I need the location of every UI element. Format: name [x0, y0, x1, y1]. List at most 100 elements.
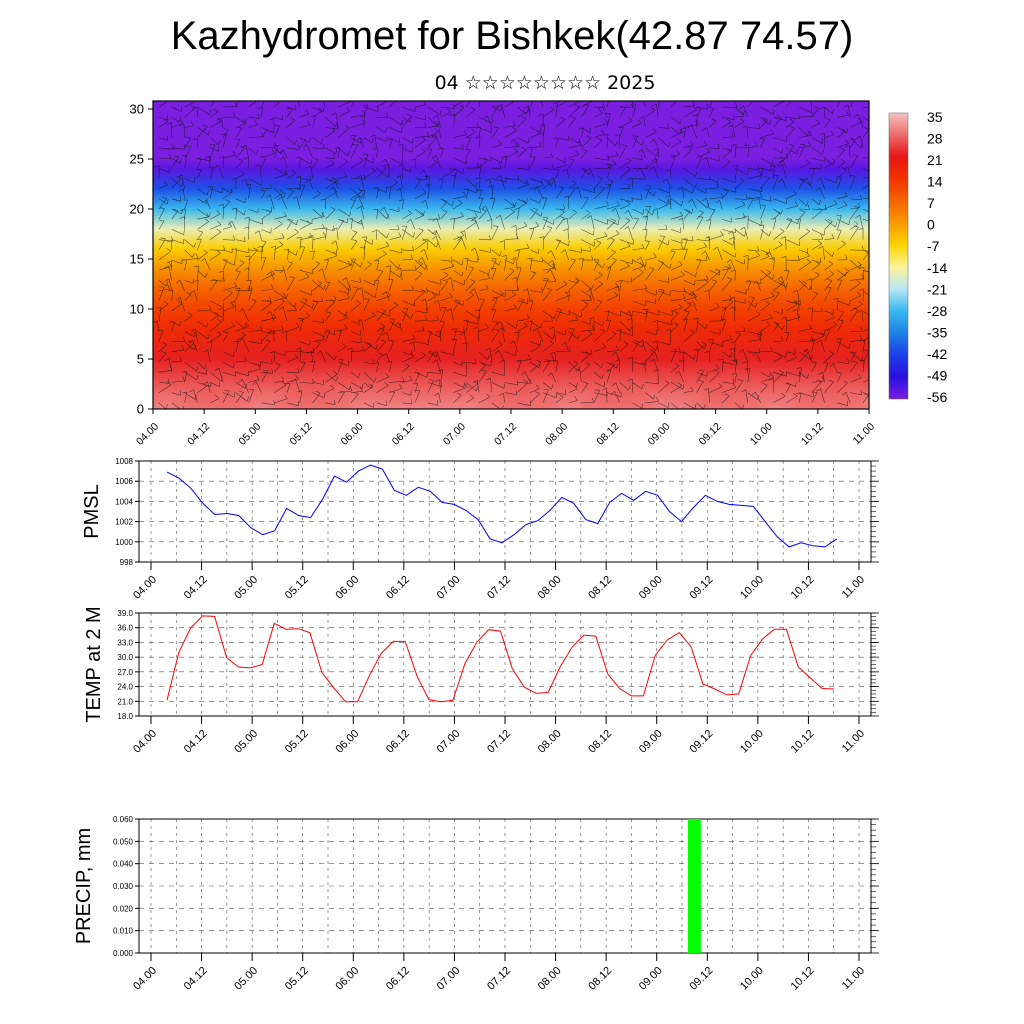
wind-barb-field [153, 101, 869, 409]
colorbar-label: 0 [927, 217, 935, 233]
ytick-label: 0.060 [113, 815, 134, 824]
ytick-label: 27.0 [117, 668, 133, 677]
xtick-label: 10.12 [789, 965, 817, 993]
xtick-label: 05.00 [232, 965, 260, 993]
xtick-label: 09.00 [637, 728, 665, 756]
xtick-label: 05.00 [232, 728, 260, 756]
wind-barbs [153, 101, 869, 409]
ytick-label: 21.0 [117, 697, 133, 706]
page-subtitle: 04 ☆☆☆☆☆☆☆☆ 2025 [434, 72, 656, 94]
cross-section-panel: 0 5 10 15 20 25 30 04.00 04.12 05.00 05.12 06.00 06.… [130, 100, 877, 448]
colorbar-label: -14 [927, 260, 947, 276]
cs-xtick-label: 05.12 [287, 421, 314, 448]
ytick-label: 998 [120, 558, 134, 567]
colorbar-label: -21 [927, 281, 947, 297]
xtick-label: 07.12 [485, 728, 513, 756]
xtick-label: 08.12 [586, 574, 614, 602]
xtick-label: 09.12 [687, 965, 715, 993]
xtick-label: 06.00 [333, 574, 361, 602]
cs-ytick-label: 20 [130, 202, 144, 217]
xtick-label: 08.00 [536, 728, 564, 756]
xtick-label: 06.12 [384, 965, 412, 993]
ylabel: PMSL [81, 484, 103, 538]
xtick-label: 09.12 [687, 574, 715, 602]
colorbar-label: -35 [927, 324, 947, 340]
warm-cell [677, 347, 774, 409]
ytick-label: 0.020 [113, 904, 134, 913]
ytick-label: 0.010 [113, 927, 134, 936]
cs-ytick-label: 15 [130, 252, 144, 267]
cs-xtick-label: 06.12 [390, 421, 417, 448]
colorbar-label: -56 [927, 389, 947, 405]
ytick-label: 1000 [115, 538, 133, 547]
temp-line [166, 615, 835, 703]
xtick-label: 06.12 [384, 574, 412, 602]
xtick-label: 09.00 [637, 965, 665, 993]
xtick-label: 10.00 [738, 965, 766, 993]
colorbar-label: -49 [927, 367, 947, 383]
colorbar-label: -42 [927, 346, 947, 362]
page-title: Kazhydromet for Bishkek(42.87 74.57) [170, 14, 854, 58]
colorbar-label: 35 [927, 109, 943, 125]
xtick-label: 09.12 [687, 728, 715, 756]
cs-xtick-label: 08.12 [594, 421, 621, 448]
xtick-label: 06.00 [333, 965, 361, 993]
warm-cell [470, 347, 567, 409]
cs-xtick-label: 07.00 [441, 421, 468, 448]
ytick-label: 1002 [115, 518, 133, 527]
cs-xtick-label: 09.12 [697, 421, 724, 448]
xtick-label: 06.00 [333, 728, 361, 756]
xtick-label: 05.00 [232, 574, 260, 602]
xtick-label: 07.12 [485, 965, 513, 993]
ytick-label: 0.000 [113, 949, 134, 958]
cs-ytick-label: 0 [137, 402, 144, 417]
xtick-label: 08.00 [536, 574, 564, 602]
xtick-label: 10.00 [738, 574, 766, 602]
warm-cell [163, 347, 260, 409]
temp-panel: 39.0 36.0 33.0 30.0 27.0 24.0 21.0 18.0 04.00 04.… [83, 606, 879, 756]
xtick-label: 05.12 [283, 574, 311, 602]
cs-ytick-label: 5 [137, 352, 144, 367]
cs-xtick-label: 08.00 [543, 421, 570, 448]
colorbar: 35 28 21 14 7 0 -7 -14 -21 -28 -35 -42 -49 -56 [888, 109, 947, 405]
xtick-label: 10.12 [789, 728, 817, 756]
cs-ytick-label: 10 [130, 302, 144, 317]
precip-panel: 0.060 0.050 0.040 0.030 0.020 0.010 0.000 04.00… [73, 815, 879, 993]
xtick-label: 11.00 [840, 728, 867, 755]
xtick-label: 10.00 [738, 728, 766, 756]
cs-xtick-label: 10.12 [799, 421, 826, 448]
cs-xtick-label: 04.12 [185, 421, 212, 448]
cs-xtick-label: 04.00 [134, 421, 161, 448]
pmsl-line [166, 464, 838, 548]
xtick-label: 07.12 [485, 574, 513, 602]
colorbar-label: 21 [927, 152, 943, 168]
ytick-label: 0.030 [113, 882, 134, 891]
colorbar-label: -28 [927, 303, 947, 319]
precip-bar [687, 819, 701, 953]
colorbar-label: 14 [927, 174, 943, 190]
colorbar-label: -7 [927, 238, 940, 254]
warm-surface-cells [163, 347, 869, 409]
colorbar-label: 28 [927, 131, 943, 147]
cs-xtick-label: 09.00 [645, 421, 672, 448]
xtick-label: 07.00 [435, 574, 463, 602]
xtick-label: 04.12 [182, 574, 210, 602]
ytick-label: 36.0 [117, 624, 133, 633]
ytick-label: 30.0 [117, 653, 133, 662]
xtick-label: 05.12 [283, 728, 311, 756]
ytick-label: 24.0 [117, 683, 133, 692]
ylabel: PRECIP, mm [73, 828, 95, 944]
pmsl-panel: 1008 1006 1004 1002 1000 998 04.00 04.12 05.00 05… [81, 457, 879, 602]
xtick-label: 05.12 [283, 965, 311, 993]
cs-ytick-label: 30 [130, 102, 144, 117]
xtick-label: 04.00 [131, 574, 159, 602]
xtick-label: 04.12 [182, 965, 210, 993]
xtick-label: 10.12 [789, 574, 817, 602]
colorbar-label: 7 [927, 195, 935, 211]
xtick-label: 11.00 [840, 965, 867, 992]
cs-xtick-label: 05.00 [236, 421, 263, 448]
xtick-label: 09.00 [637, 574, 665, 602]
xtick-label: 06.12 [384, 728, 412, 756]
xtick-label: 04.00 [131, 965, 159, 993]
